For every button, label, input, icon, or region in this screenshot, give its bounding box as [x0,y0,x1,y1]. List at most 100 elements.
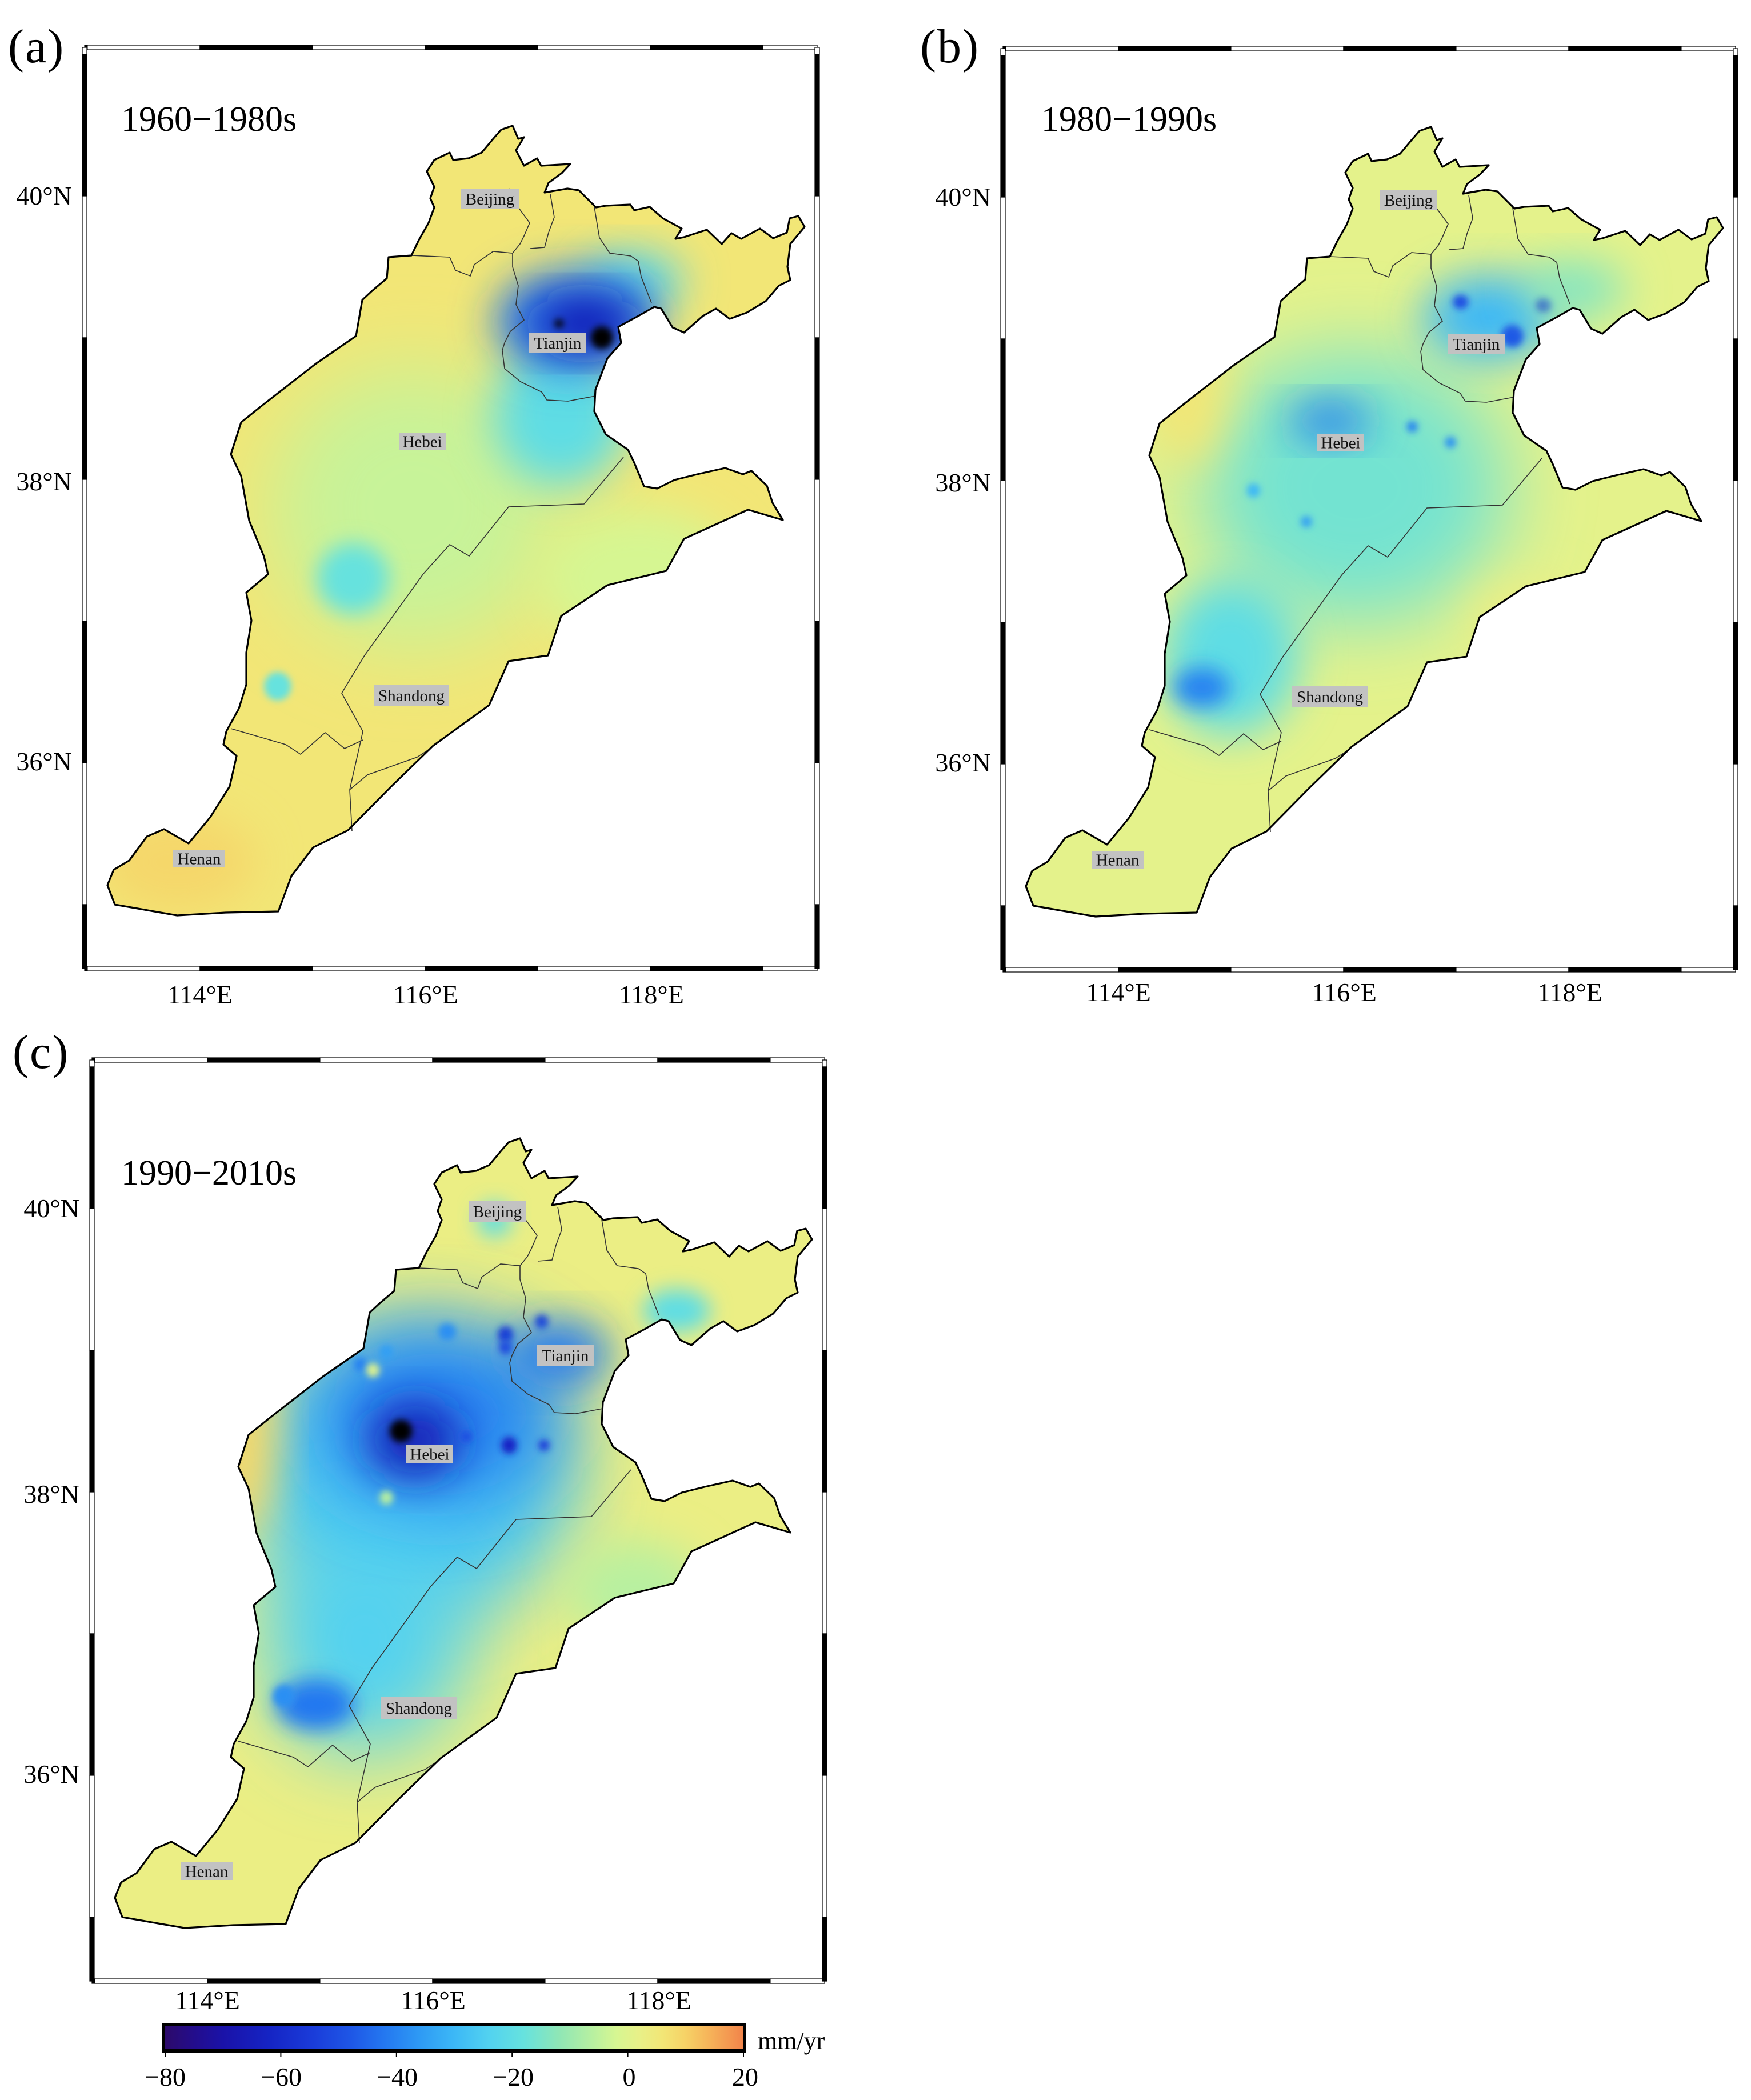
panel-a-title: 1960−1980s [121,100,297,139]
city-label-shandong: Shandong [381,1697,457,1719]
city-name: Shandong [1297,688,1363,706]
hotspot [1202,353,1507,622]
hotspot [1501,325,1524,347]
panel-b-lon-114: 114°E [1086,978,1151,1007]
city-name: Tianjin [1453,335,1500,354]
colorbar-tick-0: 0 [622,2062,636,2091]
colorbar-unit: mm/yr [758,2027,825,2055]
panel-c-lon-118: 118°E [626,1986,691,2015]
map-panel-c: Beijing Tianjin Hebei Shandong Henan [89,1057,827,1984]
city-name: Tianjin [542,1347,589,1365]
hotspot [493,345,628,487]
map-frame [89,1057,827,1984]
panel-a-lon-114: 114°E [167,980,233,1009]
panel-b-lon-116: 116°E [1312,978,1377,1007]
panel-c-lat-38: 38°N [23,1479,79,1509]
panel-c-lon-114: 114°E [175,1986,240,2015]
panel-b-lat-36: 36°N [935,748,991,777]
city-label-hebei: Hebei [1317,434,1364,453]
panel-a-lon-116: 116°E [393,980,458,1009]
city-name: Hebei [402,433,442,451]
city-label-hebei: Hebei [406,1445,453,1464]
city-name: Beijing [1384,191,1433,210]
colorbar-ticks [165,2053,744,2057]
hotspot [499,1340,513,1355]
city-label-tianjin: Tianjin [1448,334,1505,354]
hotspot [366,1363,380,1378]
hotspot [369,1402,460,1477]
city-label-beijing: Beijing [1380,190,1437,210]
city-label-henan: Henan [173,850,225,869]
panel-b-title: 1980−1990s [1041,100,1217,139]
colorbar-tick-neg60: −60 [261,2062,302,2091]
panel-b-lat-40: 40°N [935,182,991,211]
city-name: Henan [185,1863,229,1881]
map-frame [1000,46,1738,973]
map-panel-b: Beijing Tianjin Hebei Shandong Henan [1000,46,1738,973]
city-label-henan: Henan [181,1862,233,1881]
hotspot [264,672,291,701]
hotspot [317,543,389,614]
colorbar-tick-20: 20 [732,2062,758,2091]
colorbar-tick-neg80: −80 [145,2062,186,2091]
panel-a-lat-36: 36°N [16,747,72,776]
hotspot [1301,516,1312,527]
city-label-tianjin: Tianjin [529,333,586,353]
hotspot [538,1439,550,1451]
hotspot [1289,402,1371,440]
hotspot [1163,579,1299,736]
map-panel-a: Beijing Tianjin Hebei Shandong Henan [82,45,820,971]
panel-a-lat-38: 38°N [16,467,72,496]
hotspot [438,1323,457,1341]
city-label-beijing: Beijing [469,1201,526,1222]
hotspot [567,1541,703,1641]
hotspot [1445,437,1456,448]
panel-b-lat-38: 38°N [935,468,991,497]
city-name: Beijing [473,1203,522,1221]
map-frame [82,45,820,971]
panel-c-lon-116: 116°E [401,1986,466,2015]
city-label-shandong: Shandong [374,685,449,706]
city-name: Hebei [1321,434,1360,453]
city-name: Beijing [466,190,514,209]
hotspot [1524,261,1625,318]
hotspot [590,326,613,349]
hotspot [1173,667,1230,707]
colorbar-gradient [165,2026,743,2049]
city-label-shandong: Shandong [1292,686,1368,707]
panel-b-lon-118: 118°E [1537,978,1602,1007]
hotspot [554,319,564,328]
hotspot [276,1679,355,1730]
panel-c-letter: (c) [13,1026,70,1079]
hotspot [498,1326,514,1343]
hotspot [1467,579,1580,665]
city-label-hebei: Hebei [399,433,446,451]
city-name: Hebei [410,1446,449,1464]
hotspot [537,507,741,650]
panel-a-lon-118: 118°E [619,980,684,1009]
colorbar-tick-neg40: −40 [377,2062,418,2091]
hotspot [273,1685,295,1707]
panel-a-lat-40: 40°N [16,181,72,210]
city-name: Henan [178,850,221,869]
city-name: Shandong [386,1699,452,1718]
subsidence-field [115,1138,812,1928]
panel-b-letter: (b) [920,20,980,73]
hotspot [379,1490,393,1505]
panel-c-lat-40: 40°N [23,1194,79,1223]
colorbar-tick-neg20: −20 [493,2062,534,2091]
hotspot [1406,421,1418,433]
hotspot [461,1431,472,1443]
city-label-tianjin: Tianjin [537,1345,594,1366]
city-name: Henan [1096,851,1140,870]
city-name: Tianjin [534,334,582,353]
subsidence-field [107,126,805,915]
hotspot [390,1419,413,1443]
hotspot [354,1357,367,1372]
city-name: Shandong [378,687,445,705]
panel-c-title: 1990−2010s [121,1154,297,1193]
hotspot [643,1289,711,1332]
hotspot [207,1336,275,1535]
city-label-beijing: Beijing [461,189,519,209]
hotspot [1453,295,1469,309]
